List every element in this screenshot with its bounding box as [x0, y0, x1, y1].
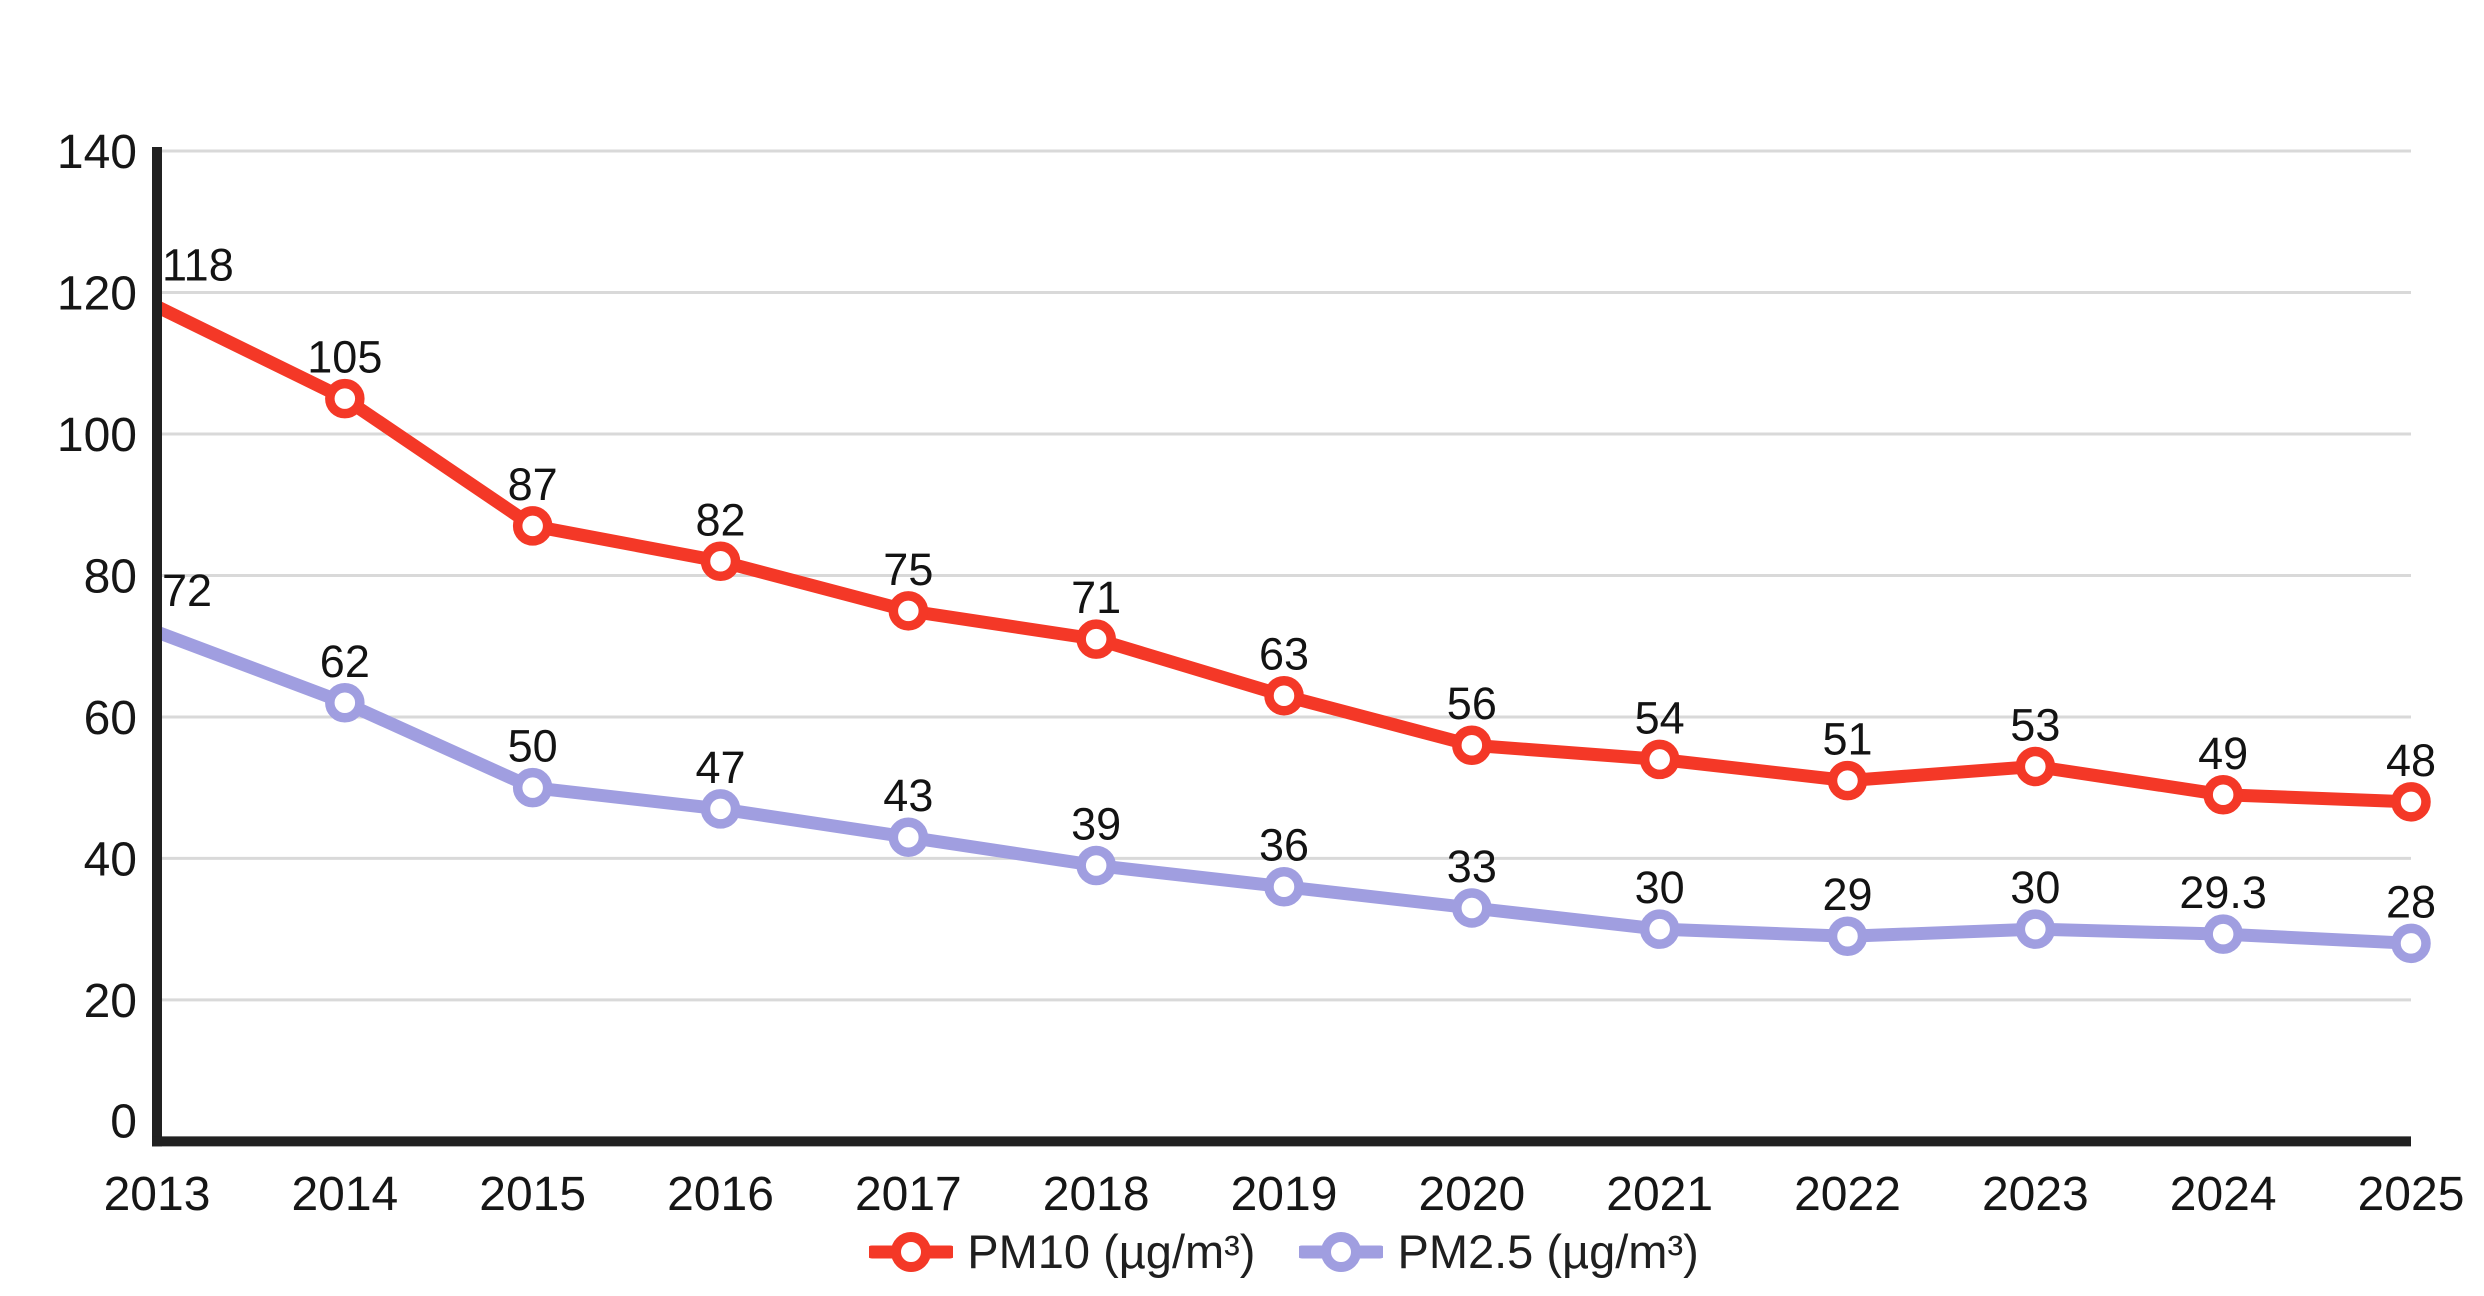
pm25-data-label: 30 [1635, 862, 1685, 913]
pm10-point-marker [700, 541, 741, 582]
chart-plot-area: 0 20 40 60 80 100 120 140 2013 2014 2015 2016 2017 20… [57, 126, 2465, 1216]
pm10-point-marker [2391, 782, 2431, 822]
y-tick-label: 60 [84, 692, 137, 745]
pm25-data-label: 43 [883, 770, 933, 821]
x-tick-label: 2018 [1043, 1168, 1150, 1216]
pm10-data-label: 51 [1822, 714, 1872, 765]
pm25-point-marker [512, 767, 553, 808]
pm10-point-marker [2015, 746, 2056, 787]
x-tick-label: 2025 [2358, 1168, 2465, 1216]
pm10-legend-marker-icon [869, 1231, 954, 1272]
y-tick-label: 80 [84, 550, 137, 603]
legend-item-pm25: PM2.5 (µg/m³) [1299, 1225, 1699, 1278]
pm10-point-marker [512, 506, 553, 546]
x-tick-label: 2023 [1982, 1168, 2089, 1216]
x-tick-label: 2019 [1231, 1168, 1338, 1216]
pm10-data-label: 87 [508, 459, 558, 510]
pm10-data-label: 63 [1259, 629, 1309, 680]
x-tick-label: 2016 [667, 1168, 774, 1216]
pm25-point-marker [700, 789, 741, 829]
y-tick-label: 20 [84, 975, 137, 1028]
pm25-point-marker [1827, 916, 1868, 956]
x-tick-label: 2015 [479, 1168, 586, 1216]
x-tick-label: 2024 [2170, 1168, 2277, 1216]
pm10-point-marker [1452, 725, 1492, 765]
y-tick-label: 120 [57, 267, 137, 320]
pm10-point-marker [1827, 760, 1868, 801]
pm10-data-label: 118 [162, 240, 234, 291]
pm25-point-marker [2391, 923, 2431, 964]
y-tick-label: 40 [84, 833, 137, 886]
pm25-data-label: 72 [162, 565, 212, 616]
pm10-point-marker [1076, 619, 1116, 659]
y-tick-label: 0 [110, 1095, 137, 1148]
pm25-data-label: 30 [2010, 862, 2060, 913]
x-tick-label: 2020 [1418, 1168, 1525, 1216]
pm-air-quality-line-chart: 0 20 40 60 80 100 120 140 2013 2014 2015 2016 2017 20… [40, 16, 2484, 1296]
pm25-data-label: 62 [320, 636, 370, 687]
x-tick-label: 2013 [104, 1168, 211, 1216]
pm10-data-label: 105 [307, 332, 382, 383]
pm25-data-label: 36 [1259, 820, 1309, 871]
x-tick-label: 2017 [855, 1168, 962, 1216]
pm10-point-marker [325, 378, 365, 419]
legend-item-pm10: PM10 (µg/m³) [869, 1228, 1255, 1275]
pm25-point-marker [325, 683, 365, 723]
pm10-point-marker [2203, 775, 2243, 815]
x-tick-label: 2014 [291, 1168, 398, 1216]
pm25-data-label: 47 [695, 742, 745, 793]
pm25-data-label: 29.3 [2179, 867, 2267, 918]
x-tick-label: 2021 [1606, 1168, 1713, 1216]
pm10-data-label: 54 [1635, 692, 1685, 743]
pm25-point-marker [1264, 866, 1304, 907]
pm25-data-label: 29 [1822, 869, 1872, 920]
pm25-point-marker [2015, 909, 2056, 949]
pm25-legend-marker-icon [1299, 1231, 1384, 1272]
pm10-point-marker [1639, 739, 1680, 780]
pm25-point-marker [1076, 845, 1116, 886]
pm25-point-marker [2203, 914, 2243, 954]
chart-legend: PM10 (µg/m³) PM2.5 (µg/m³) [157, 1228, 2411, 1275]
legend-label-pm10: PM10 (µg/m³) [967, 1225, 1256, 1278]
pm10-line [154, 300, 2412, 809]
pm25-data-label: 33 [1447, 841, 1497, 892]
pm25-point-marker [1452, 888, 1492, 928]
pm10-point-marker [1264, 675, 1304, 716]
y-tick-label: 100 [57, 409, 137, 462]
pm10-data-label: 49 [2198, 728, 2248, 779]
pm10-data-label: 75 [883, 544, 933, 595]
pm25-data-label: 28 [2386, 876, 2436, 927]
pm10-point-marker [888, 591, 929, 631]
pm25-data-label: 50 [508, 721, 558, 772]
pm10-data-label: 82 [695, 494, 745, 545]
pm10-data-label: 71 [1071, 572, 1121, 623]
y-tick-label: 140 [57, 126, 137, 179]
pm25-data-label: 39 [1071, 799, 1121, 850]
pm25-point-marker [888, 817, 929, 857]
pm10-data-label: 48 [2386, 735, 2436, 786]
pm25-point-marker [1639, 909, 1680, 949]
x-tick-label: 2022 [1794, 1168, 1901, 1216]
pm10-data-label: 56 [1447, 678, 1497, 729]
pm10-data-label: 53 [2010, 699, 2060, 750]
legend-label-pm25: PM2.5 (µg/m³) [1397, 1225, 1699, 1278]
